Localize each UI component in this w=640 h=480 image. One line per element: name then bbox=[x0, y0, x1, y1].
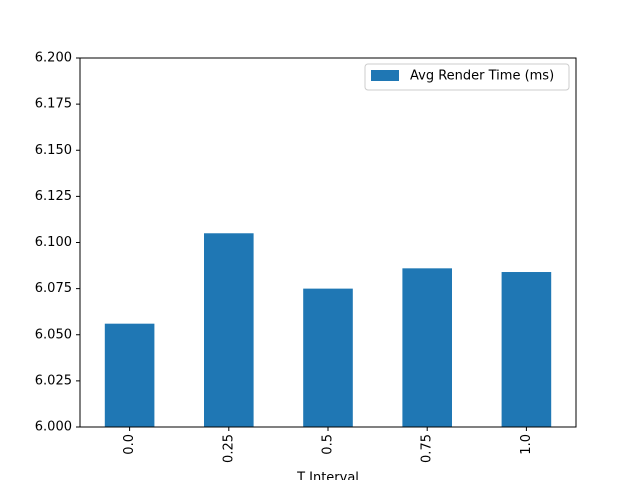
x-tick-label: 0.5 bbox=[321, 434, 336, 455]
legend-label: Avg Render Time (ms) bbox=[410, 69, 554, 84]
y-tick-label: 6.075 bbox=[35, 281, 72, 296]
y-tick-label: 6.200 bbox=[35, 51, 72, 66]
bar bbox=[204, 233, 254, 427]
bar bbox=[303, 288, 353, 427]
x-tick-label: 0.0 bbox=[122, 434, 137, 455]
x-tick-label: 1.0 bbox=[519, 434, 534, 455]
bar bbox=[402, 268, 452, 427]
bar bbox=[501, 272, 552, 427]
bar bbox=[104, 323, 155, 427]
y-tick-label: 6.025 bbox=[35, 373, 72, 388]
legend-swatch bbox=[371, 70, 399, 81]
plot-frame bbox=[79, 57, 577, 428]
y-tick-label: 6.000 bbox=[35, 420, 72, 435]
y-tick-label: 6.175 bbox=[35, 97, 72, 112]
y-tick-label: 6.050 bbox=[35, 327, 72, 342]
legend-box bbox=[364, 63, 570, 91]
y-tick-label: 6.150 bbox=[35, 143, 72, 158]
y-tick-label: 6.100 bbox=[35, 235, 72, 250]
y-tick-label: 6.125 bbox=[35, 189, 72, 204]
x-axis-label: T Interval bbox=[296, 471, 359, 480]
x-tick-label: 0.75 bbox=[420, 434, 435, 463]
x-tick-label: 0.25 bbox=[221, 434, 236, 463]
